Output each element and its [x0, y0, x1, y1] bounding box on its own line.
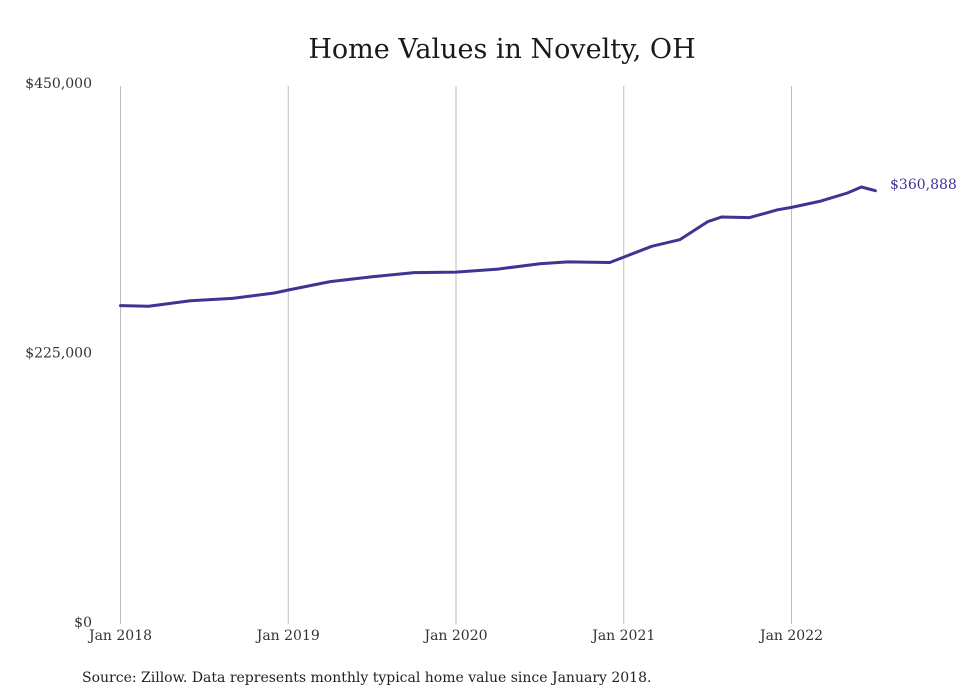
series-layer — [119, 185, 877, 308]
source-note: Source: Zillow. Data represents monthly … — [82, 670, 651, 686]
x-tick-label-jan-2018: Jan 2018 — [87, 628, 152, 644]
chart-title: Home Values in Novelty, OH — [308, 34, 695, 65]
gridlines — [120, 86, 792, 624]
x-tick-label-jan-2020: Jan 2020 — [422, 628, 487, 644]
x-tick-label-jan-2022: Jan 2022 — [758, 628, 823, 644]
y-tick-label-0: $0 — [74, 615, 92, 631]
x-tick-label-jan-2019: Jan 2019 — [255, 628, 320, 644]
y-axis-tick-labels: $0 $225,000 $450,000 — [25, 76, 92, 631]
y-tick-label-225-000: $225,000 — [25, 346, 92, 362]
end-value-label: $360,888 — [890, 177, 957, 193]
x-axis-tick-labels: Jan 2018 Jan 2019 Jan 2020 Jan 2021 Jan 2022 — [87, 628, 823, 644]
x-tick-label-jan-2021: Jan 2021 — [590, 628, 655, 644]
series-line-0 — [119, 185, 877, 308]
y-tick-label-450-000: $450,000 — [25, 76, 92, 92]
